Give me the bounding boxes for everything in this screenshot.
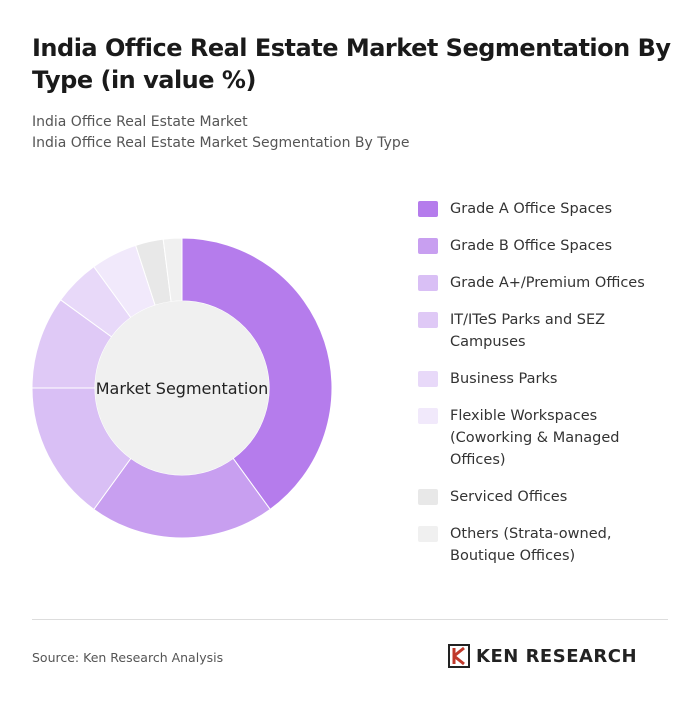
- legend: Grade A Office Spaces Grade B Office Spac…: [418, 198, 658, 582]
- legend-label: Serviced Offices: [450, 489, 568, 505]
- legend-item: Business Parks: [418, 368, 658, 390]
- brand-logo: [448, 644, 470, 668]
- source: Source: Ken Research Analysis: [32, 650, 224, 665]
- donut-chart: Market Segmentation: [31, 237, 333, 539]
- legend-label: Grade A Office Spaces: [450, 201, 613, 217]
- subtitle: India Office Real Estate Market: [32, 114, 248, 130]
- brand: KEN RESEARCH: [448, 644, 637, 668]
- legend-item: Others (Strata-owned, Boutique Offices): [418, 523, 658, 567]
- legend-swatch: [418, 489, 438, 505]
- legend-label: Business Parks: [450, 371, 558, 387]
- legend-label: Grade B Office Spaces: [450, 238, 613, 254]
- legend-swatch: [418, 371, 438, 387]
- chart-title: India Office Real Estate Market Segmenta…: [32, 34, 671, 94]
- legend-item: Grade A+/Premium Offices: [418, 272, 658, 294]
- legend-label: IT/ITeS Parks and SEZ Campuses: [450, 312, 606, 350]
- legend-item: Flexible Workspaces (Coworking & Managed…: [418, 405, 658, 471]
- legend-swatch: [418, 526, 438, 542]
- legend-swatch: [418, 238, 438, 254]
- legend-item: Serviced Offices: [418, 486, 658, 508]
- donut-hole: [95, 301, 269, 475]
- legend-label: Grade A+/Premium Offices: [450, 275, 645, 291]
- legend-item: Grade B Office Spaces: [418, 235, 658, 257]
- center-label: Market Segmentation: [96, 379, 269, 398]
- legend-label: Others (Strata-owned, Boutique Offices): [450, 526, 612, 564]
- legend-item: IT/ITeS Parks and SEZ Campuses: [418, 309, 658, 353]
- legend-swatch: [418, 312, 438, 328]
- legend-item: Grade A Office Spaces: [418, 198, 658, 220]
- legend-swatch: [418, 201, 438, 217]
- legend-label: Flexible Workspaces (Coworking & Managed…: [450, 408, 620, 468]
- legend-swatch: [418, 275, 438, 291]
- divider: [32, 619, 668, 620]
- legend-swatch: [418, 408, 438, 424]
- subtitle: India Office Real Estate Market Segmenta…: [32, 135, 410, 151]
- brand-name: KEN RESEARCH: [476, 645, 638, 667]
